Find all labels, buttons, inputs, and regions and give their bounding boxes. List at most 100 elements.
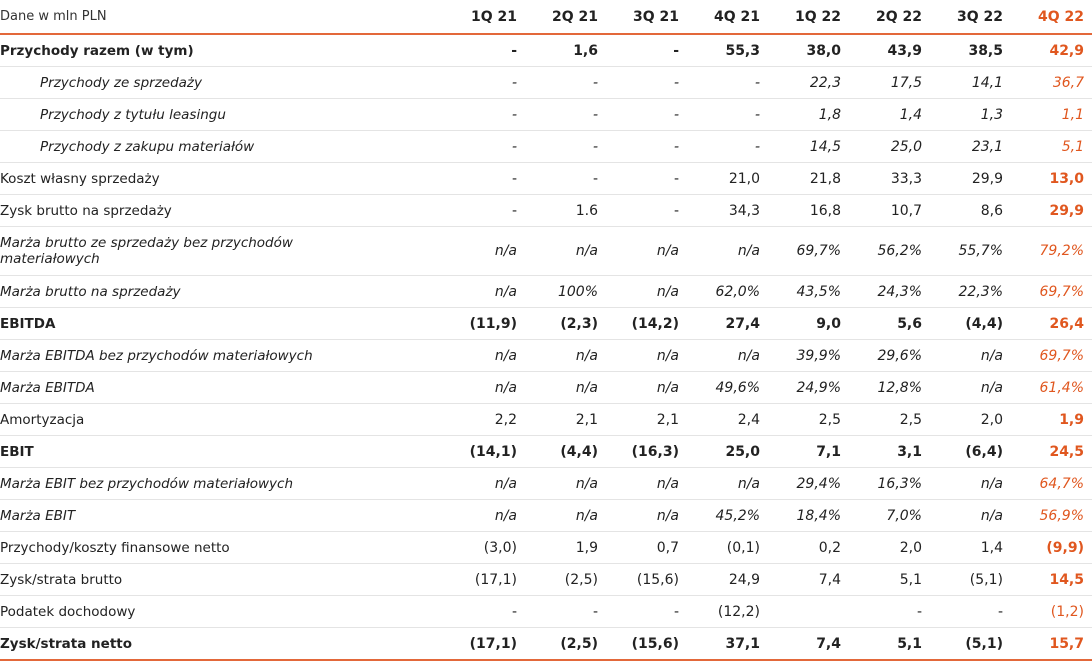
cell-highlight: 24,5 — [1011, 435, 1092, 468]
cell: - — [606, 34, 687, 67]
col-header: 1Q 21 — [444, 0, 525, 35]
table-row: Marża EBIT bez przychodów materiałowych … — [0, 467, 1092, 500]
cell: 24,3% — [849, 275, 930, 308]
cell: - — [444, 34, 525, 67]
cell-highlight: 26,4 — [1011, 307, 1092, 340]
row-label: Przychody/koszty finansowe netto — [0, 531, 444, 564]
cell: 2,1 — [525, 403, 606, 436]
cell: - — [525, 162, 606, 195]
col-header: 4Q 21 — [687, 0, 768, 35]
cell: 1,9 — [525, 531, 606, 564]
cell: - — [606, 194, 687, 227]
col-header: 3Q 21 — [606, 0, 687, 35]
col-header-highlight: 4Q 22 — [1011, 0, 1092, 35]
row-label: Marża EBITDA — [0, 371, 444, 404]
cell: 22,3 — [768, 66, 849, 99]
cell: 0,7 — [606, 531, 687, 564]
cell: (3,0) — [444, 531, 525, 564]
row-label: EBITDA — [0, 307, 444, 340]
cell: n/a — [930, 371, 1011, 404]
cell: - — [444, 98, 525, 131]
cell: 29,6% — [849, 339, 930, 372]
table-row: Marża EBITDA bez przychodów materiałowyc… — [0, 339, 1092, 372]
cell: n/a — [606, 275, 687, 308]
cell-highlight: 79,2% — [1011, 226, 1092, 276]
cell: 43,9 — [849, 34, 930, 67]
cell: 7,0% — [849, 499, 930, 532]
row-label: Przychody razem (w tym) — [0, 34, 444, 67]
table-row: Przychody razem (w tym) - 1,6 - 55,3 38,… — [0, 34, 1092, 67]
cell: (4,4) — [930, 307, 1011, 340]
cell-highlight: 29,9 — [1011, 194, 1092, 227]
row-label: Przychody z tytułu leasingu — [0, 98, 444, 131]
table-row: Przychody ze sprzedaży - - - - 22,3 17,5… — [0, 66, 1092, 99]
cell-highlight: 14,5 — [1011, 563, 1092, 596]
cell: (6,4) — [930, 435, 1011, 468]
cell: 14,5 — [768, 130, 849, 163]
cell: 55,3 — [687, 34, 768, 67]
cell: n/a — [606, 339, 687, 372]
cell: 33,3 — [849, 162, 930, 195]
cell: 25,0 — [687, 435, 768, 468]
cell: - — [444, 595, 525, 628]
cell: 2,0 — [930, 403, 1011, 436]
cell: 24,9% — [768, 371, 849, 404]
cell: 17,5 — [849, 66, 930, 99]
cell: - — [444, 130, 525, 163]
table-row: Marża brutto ze sprzedaży bez przychodów… — [0, 226, 1092, 276]
cell: 7,1 — [768, 435, 849, 468]
cell: 38,0 — [768, 34, 849, 67]
cell: 3,1 — [849, 435, 930, 468]
cell: 0,2 — [768, 531, 849, 564]
cell: 27,4 — [687, 307, 768, 340]
table-row: Amortyzacja 2,2 2,1 2,1 2,4 2,5 2,5 2,0 … — [0, 403, 1092, 436]
row-label: Podatek dochodowy — [0, 595, 444, 628]
unit-label: Dane w mln PLN — [0, 0, 444, 35]
cell: 12,8% — [849, 371, 930, 404]
table-row: Przychody z zakupu materiałów - - - - 14… — [0, 130, 1092, 163]
cell: - — [444, 194, 525, 227]
cell: (2,5) — [525, 627, 606, 661]
cell: n/a — [444, 226, 525, 276]
cell: 9,0 — [768, 307, 849, 340]
cell: (5,1) — [930, 563, 1011, 596]
cell: n/a — [606, 226, 687, 276]
cell: 2,4 — [687, 403, 768, 436]
cell: - — [606, 130, 687, 163]
cell: (14,2) — [606, 307, 687, 340]
cell: n/a — [606, 467, 687, 500]
cell: - — [525, 98, 606, 131]
cell: 56,2% — [849, 226, 930, 276]
cell: - — [444, 162, 525, 195]
cell: 55,7% — [930, 226, 1011, 276]
cell: (17,1) — [444, 563, 525, 596]
cell: 43,5% — [768, 275, 849, 308]
cell: n/a — [525, 499, 606, 532]
row-label: Koszt własny sprzedaży — [0, 162, 444, 195]
cell: 21,8 — [768, 162, 849, 195]
cell-highlight: 1,1 — [1011, 98, 1092, 131]
cell: n/a — [444, 371, 525, 404]
cell — [768, 595, 849, 628]
cell: (5,1) — [930, 627, 1011, 661]
row-label: Marża EBIT — [0, 499, 444, 532]
col-header: 2Q 22 — [849, 0, 930, 35]
cell: (14,1) — [444, 435, 525, 468]
cell: 24,9 — [687, 563, 768, 596]
cell: n/a — [687, 467, 768, 500]
table-row: Marża EBIT n/a n/a n/a 45,2% 18,4% 7,0% … — [0, 499, 1092, 532]
header-row: Dane w mln PLN 1Q 21 2Q 21 3Q 21 4Q 21 1… — [0, 0, 1092, 35]
cell: 25,0 — [849, 130, 930, 163]
cell-highlight: 64,7% — [1011, 467, 1092, 500]
cell: 1,3 — [930, 98, 1011, 131]
cell: - — [444, 66, 525, 99]
cell: - — [606, 66, 687, 99]
cell: (15,6) — [606, 627, 687, 661]
cell: 2,5 — [849, 403, 930, 436]
cell-highlight: 69,7% — [1011, 275, 1092, 308]
row-label: Zysk brutto na sprzedaży — [0, 194, 444, 227]
cell: n/a — [444, 275, 525, 308]
cell: n/a — [444, 467, 525, 500]
table-row: Przychody z tytułu leasingu - - - - 1,8 … — [0, 98, 1092, 131]
